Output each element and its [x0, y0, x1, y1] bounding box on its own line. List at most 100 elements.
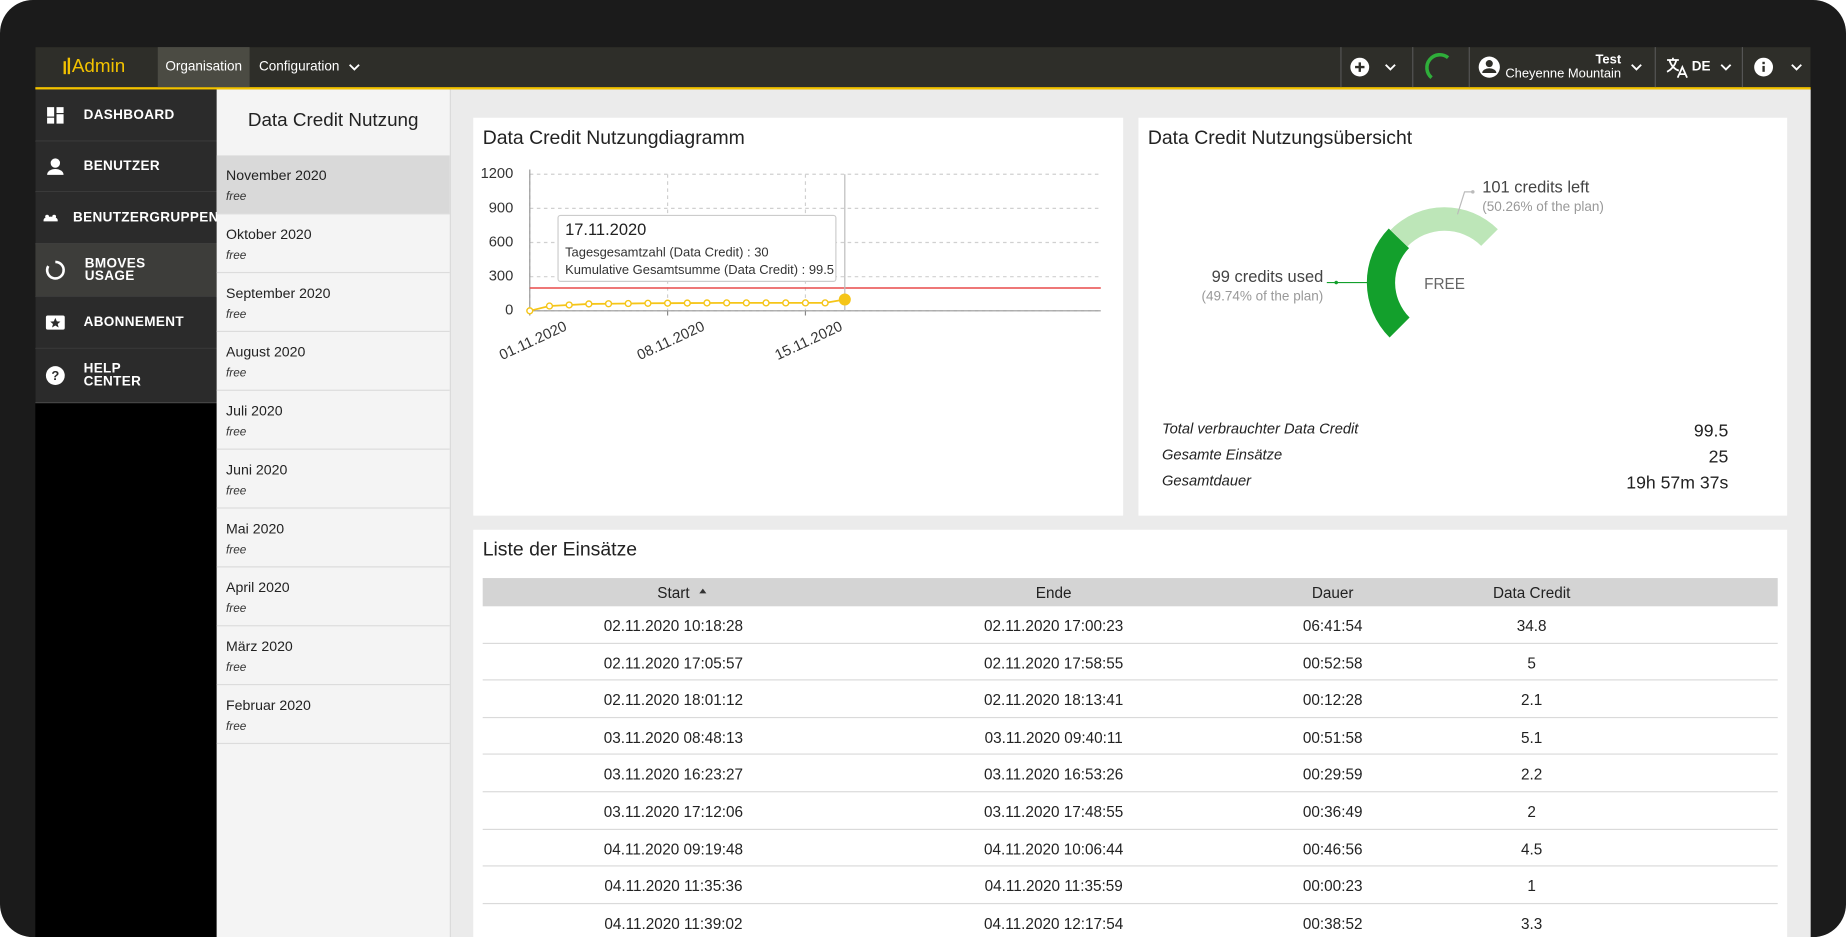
language[interactable]: DE: [1692, 59, 1711, 74]
info-icon[interactable]: [1754, 57, 1802, 77]
month-label[interactable]: April 2020: [226, 579, 290, 596]
column-header[interactable]: Dauer: [1311, 583, 1354, 602]
month-item[interactable]: Februar 2020 free: [216, 685, 450, 745]
sidebar-label[interactable]: BENUTZERGRUPPEN: [73, 209, 219, 224]
month-plan[interactable]: free: [226, 543, 247, 557]
user-name[interactable]: Test: [1595, 51, 1621, 66]
sidebar-icon: [43, 214, 58, 222]
donut-segment[interactable]: [1366, 228, 1410, 338]
month-plan[interactable]: free: [226, 661, 247, 675]
month-plan[interactable]: free: [226, 485, 247, 498]
sidebar-label[interactable]: ABONNEMENT: [84, 314, 185, 329]
user-org[interactable]: Cheyenne Mountain: [1505, 66, 1621, 81]
chevron[interactable]: [348, 64, 360, 71]
sidebar-label[interactable]: BMOVES: [85, 255, 146, 270]
month-plan[interactable]: free: [226, 720, 247, 734]
data-point[interactable]: [683, 299, 691, 307]
data-point[interactable]: [703, 299, 711, 307]
translate-icon[interactable]: [1666, 57, 1688, 79]
sidebar-label[interactable]: HELP: [84, 361, 121, 376]
month-plan[interactable]: free: [226, 249, 247, 263]
month-label[interactable]: Juni 2020: [226, 461, 288, 478]
month-plan[interactable]: free: [226, 426, 247, 440]
sidebar-label[interactable]: CENTER: [84, 374, 142, 389]
column-header[interactable]: Ende: [1035, 583, 1072, 602]
logo[interactable]: Admin: [72, 55, 125, 76]
month-item[interactable]: Juni 2020 free: [216, 450, 450, 509]
month-label[interactable]: August 2020: [226, 343, 306, 361]
month-label[interactable]: Juli 2020: [226, 402, 283, 420]
table-cell: 00:36:49: [1302, 802, 1363, 821]
month-plan[interactable]: free: [226, 367, 247, 381]
month-label[interactable]: September 2020: [226, 284, 331, 302]
table-cell: 02.11.2020 17:05:57: [603, 654, 744, 672]
nav-tab-active[interactable]: [157, 47, 250, 88]
table-cell: 4.5: [1521, 840, 1543, 858]
month-label[interactable]: Mai 2020: [226, 520, 285, 537]
data-point[interactable]: [624, 299, 632, 308]
sidebar-item[interactable]: [35, 191, 217, 244]
month-label[interactable]: März 2020: [226, 638, 293, 655]
sidebar-label[interactable]: DASHBOARD: [84, 107, 175, 122]
sidebar-label[interactable]: BENUTZER: [84, 158, 160, 173]
sidebar-item[interactable]: [35, 348, 217, 403]
table-row: 03.11.2020 16:23:27 03.11.2020 16:53:26 00…: [482, 755, 1778, 793]
data-point[interactable]: [838, 293, 851, 306]
data-point[interactable]: [604, 300, 613, 308]
y-tick-label: 1200: [481, 166, 514, 182]
donut-percent: (50.26% of the plan): [1482, 199, 1604, 214]
nav-tab[interactable]: Organisation: [165, 59, 242, 74]
sidebar-icon: [45, 315, 65, 330]
month-item[interactable]: September 2020 free: [216, 273, 450, 332]
data-point[interactable]: [585, 300, 593, 308]
sidebar-item[interactable]: [35, 141, 217, 192]
month-plan[interactable]: free: [226, 308, 247, 322]
donut-label: 101 credits left: [1482, 179, 1590, 197]
month-item[interactable]: November 2020 free: [216, 155, 450, 215]
sidebar-item[interactable]: [35, 296, 217, 349]
month-plan[interactable]: free: [226, 190, 247, 204]
sidebar-item[interactable]: [35, 243, 217, 297]
month-item[interactable]: Juli 2020 free: [216, 391, 450, 450]
month-plan[interactable]: free: [226, 602, 247, 616]
month-item[interactable]: Mai 2020 free: [216, 509, 450, 568]
data-point[interactable]: [821, 299, 829, 307]
chevron[interactable]: [1631, 64, 1642, 71]
data-point[interactable]: [545, 302, 554, 310]
sidebar-item[interactable]: [35, 89, 217, 142]
month-item[interactable]: April 2020 free: [216, 567, 450, 627]
column-header[interactable]: Start: [657, 583, 690, 602]
table-cell: 00:38:52: [1302, 914, 1363, 933]
data-point[interactable]: [663, 299, 672, 307]
month-label[interactable]: November 2020: [226, 167, 327, 184]
month-item[interactable]: Oktober 2020 free: [216, 214, 450, 274]
data-point[interactable]: [742, 299, 751, 307]
table-row: 02.11.2020 10:18:28 02.11.2020 17:00:23 06…: [482, 606, 1778, 644]
month-item[interactable]: März 2020 free: [216, 626, 450, 686]
nav-tab[interactable]: Configuration: [259, 59, 339, 74]
column-header[interactable]: Data Credit: [1492, 583, 1571, 602]
data-point[interactable]: [644, 299, 652, 307]
donut-segment[interactable]: [1390, 207, 1498, 247]
table-cell: 5: [1527, 654, 1536, 672]
add-button[interactable]: [1350, 57, 1396, 77]
data-point[interactable]: [801, 299, 810, 307]
chevron[interactable]: [1720, 64, 1732, 71]
user-icon[interactable]: [1478, 56, 1500, 78]
month-item[interactable]: August 2020 free: [216, 332, 450, 391]
table-cell: 02.11.2020 18:13:41: [984, 691, 1124, 709]
table-row: 03.11.2020 08:48:13 03.11.2020 09:40:11 00…: [482, 718, 1778, 756]
table-cell: 03.11.2020 17:48:55: [984, 802, 1124, 821]
data-point[interactable]: [762, 299, 770, 307]
table-row: 02.11.2020 18:01:12 02.11.2020 18:13:41 00…: [482, 681, 1778, 718]
data-point[interactable]: [565, 301, 573, 309]
month-label[interactable]: Oktober 2020: [226, 226, 312, 243]
icon-part: [50, 317, 61, 328]
data-point[interactable]: [723, 299, 731, 307]
month-label[interactable]: Februar 2020: [226, 696, 311, 714]
data-point[interactable]: [782, 299, 790, 307]
table-cell: 03.11.2020 16:53:26: [984, 765, 1124, 784]
table-cell: 2.1: [1521, 691, 1543, 709]
sidebar-label[interactable]: USAGE: [85, 268, 135, 283]
data-point[interactable]: [526, 307, 534, 315]
